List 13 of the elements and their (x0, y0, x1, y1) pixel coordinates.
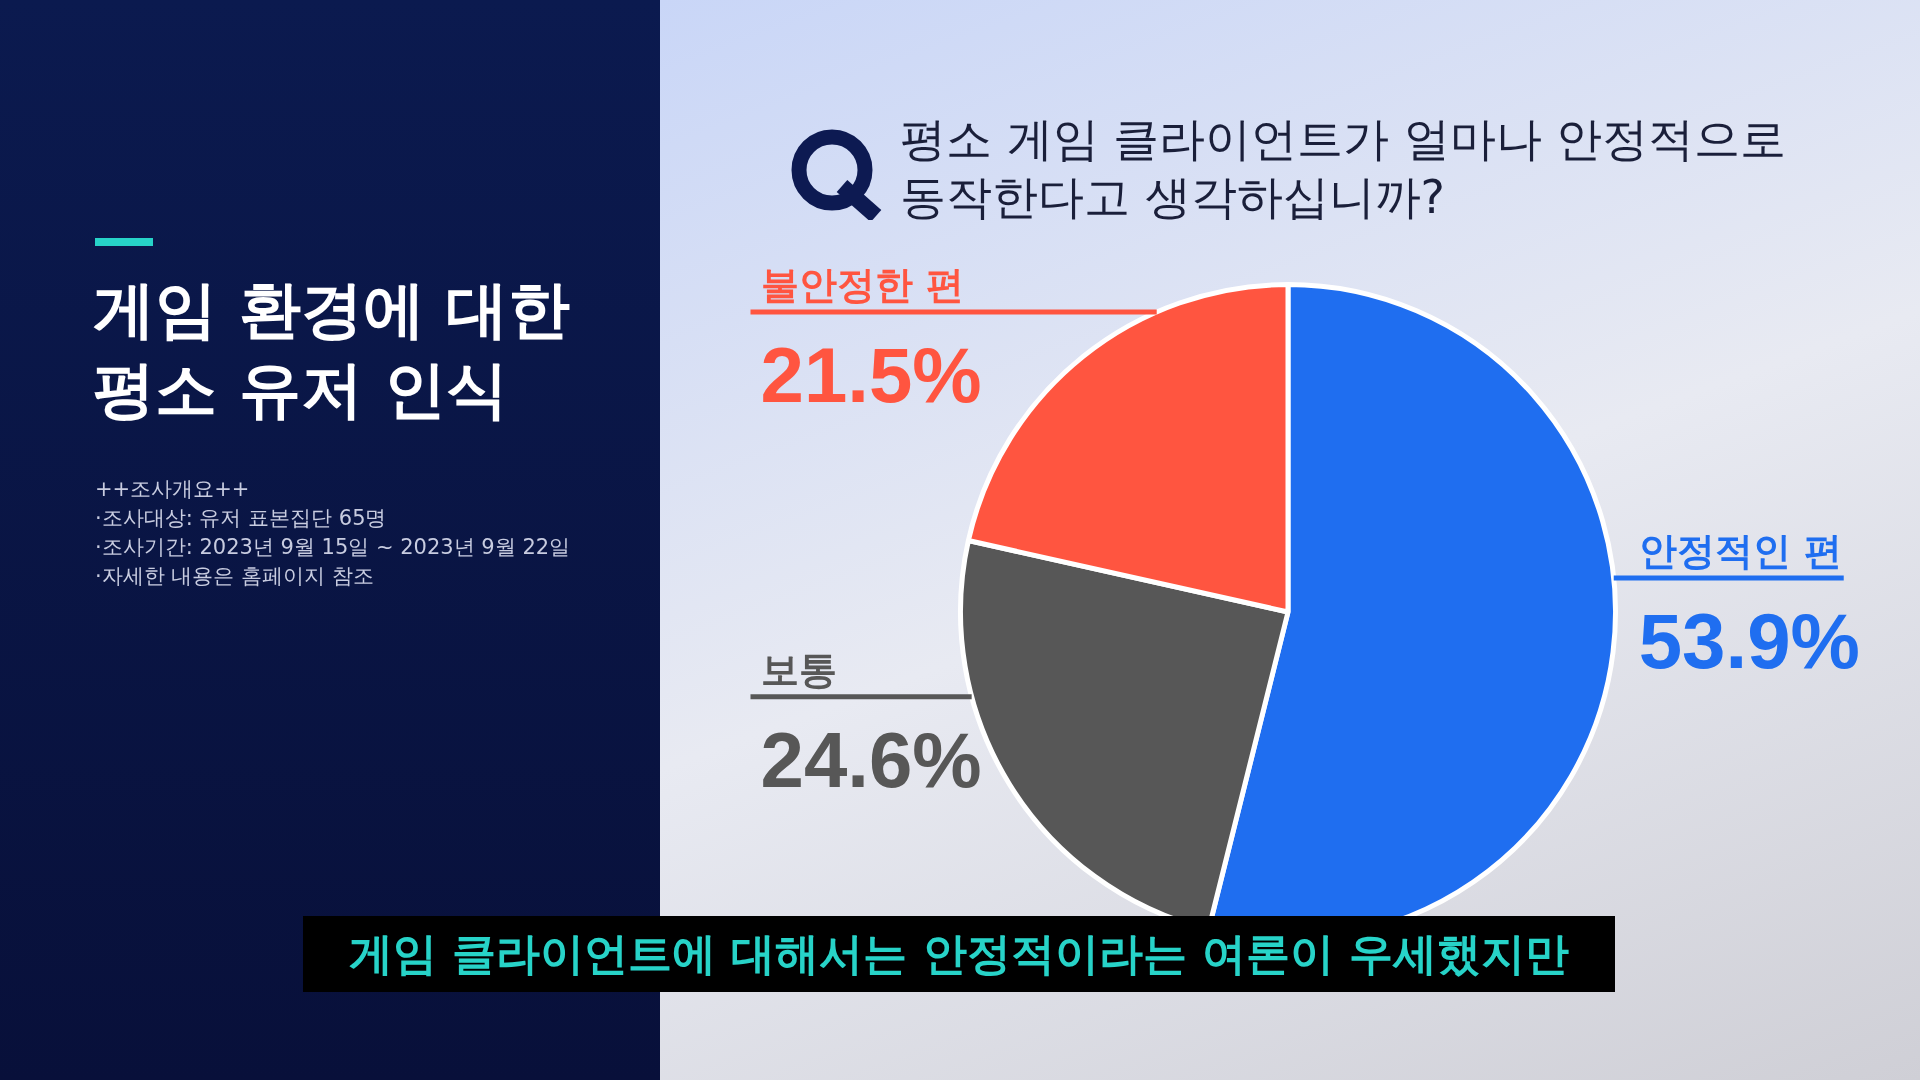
data-label: 53.9% (1638, 597, 1860, 686)
slice-label: 보통 (760, 647, 837, 692)
text: ·조사기간: 2023년 9월 15일 ~ 2023년 9월 22일 (95, 534, 571, 561)
slice-label: 안정적인 편 (1638, 529, 1842, 574)
data-label: 21.5% (760, 330, 982, 419)
data-label: 24.6% (760, 715, 982, 804)
slice-label: 불안정한 편 (760, 262, 964, 307)
text: ++조사개요++ (95, 476, 251, 503)
chart-subtitle: 평소 게임 클라이언트가 얼마나 안정적으로 동작한다고 생각하십니까? (900, 111, 1787, 226)
text: ·조사대상: 유저 표본집단 65명 (95, 505, 388, 532)
text: 게임 환경에 대한 평소 유저 인식 (93, 272, 571, 428)
text: ·자세한 내용은 홈페이지 참조 (95, 563, 375, 590)
text: 게임 클라이언트에 대해서는 안정적이라는 여론이 우세했지만 (303, 916, 1615, 992)
